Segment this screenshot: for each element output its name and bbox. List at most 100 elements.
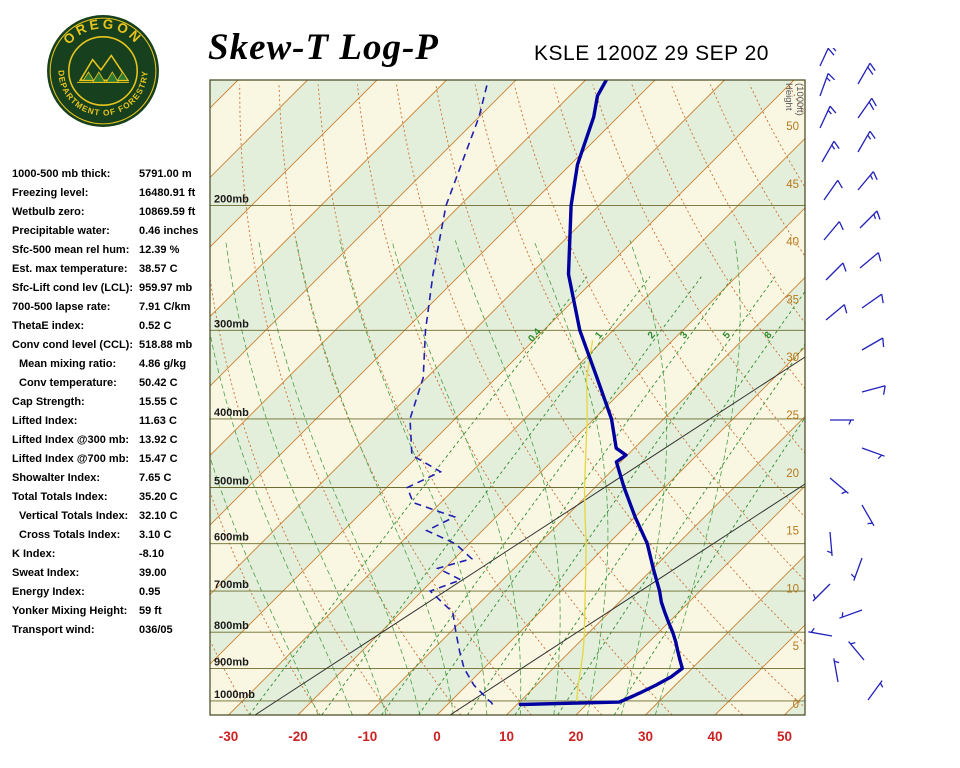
wind-barb — [826, 531, 833, 556]
temp-axis-label: -20 — [288, 729, 308, 744]
index-label: Precipitable water: — [12, 225, 110, 237]
reference-lines — [254, 356, 805, 715]
index-row: Cap Strength: 15.55 C — [12, 396, 206, 415]
pressure-label: 200mb — [214, 194, 249, 206]
index-row: Vertical Totals Index: 32.10 C — [12, 510, 206, 529]
index-row: Lifted Index: 11.63 C — [12, 415, 206, 434]
index-row: 700-500 lapse rate: 7.91 C/km — [12, 301, 206, 320]
index-row: Est. max temperature: 38.57 C — [12, 263, 206, 282]
index-value: 10869.59 ft — [139, 206, 196, 218]
index-row: Conv temperature: 50.42 C — [12, 377, 206, 396]
pressure-label: 900mb — [214, 656, 249, 668]
index-row: Transport wind: 036/05 — [12, 624, 206, 643]
index-value: 39.00 — [139, 567, 167, 579]
wind-barb — [861, 293, 884, 309]
wind-barb — [859, 252, 882, 269]
index-row: Precipitable water: 0.46 inches — [12, 225, 206, 244]
height-label: 45 — [786, 179, 799, 191]
pressure-label: 600mb — [214, 532, 249, 544]
mixing-ratio-lines — [248, 276, 805, 715]
index-label: 700-500 lapse rate: — [12, 301, 111, 313]
index-label: Mean mixing ratio: — [19, 358, 117, 370]
wind-barb — [839, 609, 863, 619]
temp-axis-label: 30 — [638, 729, 653, 744]
wind-barb — [857, 171, 878, 191]
index-value: 0.46 inches — [139, 225, 199, 237]
index-label: Lifted Index: — [12, 415, 78, 427]
index-row: ThetaE index: 0.52 C — [12, 320, 206, 339]
index-value: 59 ft — [139, 605, 162, 617]
index-value: 16480.91 ft — [139, 187, 196, 199]
height-label: 0 — [793, 699, 799, 711]
wind-barb — [825, 304, 848, 321]
wind-barb — [859, 210, 881, 229]
dewpoint-curve — [406, 80, 494, 705]
height-label: 25 — [786, 410, 799, 422]
height-label: 30 — [786, 352, 799, 364]
mixing-ratio-labels: 0.4 1 2 3 5 8 — [526, 326, 774, 344]
temp-axis-label: 50 — [777, 729, 792, 744]
pressure-label: 1000mb — [214, 689, 255, 701]
page-title: Skew-T Log-P — [208, 27, 439, 68]
index-value: 15.55 C — [139, 396, 178, 408]
index-label: K Index: — [12, 548, 56, 560]
index-row: 1000-500 mb thick: 5791.00 m — [12, 168, 206, 187]
temperature-bands — [210, 80, 805, 715]
index-value: 0.52 C — [139, 320, 172, 332]
index-label: Energy Index: — [12, 586, 85, 598]
index-value: 32.10 C — [139, 510, 178, 522]
indices-panel: 1000-500 mb thick: 5791.00 m Freezing leve… — [12, 168, 206, 643]
temp-axis-labels: -30 -20 -10 0 10 20 30 40 50 — [219, 729, 792, 744]
index-label: Freezing level: — [12, 187, 89, 199]
mixing-ratio-label: 8 — [762, 330, 774, 342]
height-label: 50 — [786, 121, 799, 133]
index-label: Wetbulb zero: — [12, 206, 85, 218]
wind-barb — [829, 477, 849, 495]
height-axis-title: (1000ft) — [794, 83, 805, 116]
wind-barb — [812, 583, 831, 602]
station-datetime: KSLE 1200Z 29 SEP 20 — [534, 42, 769, 65]
index-value: 38.57 C — [139, 263, 178, 275]
wind-barb — [857, 97, 877, 119]
pressure-lines — [210, 205, 805, 702]
index-value: 036/05 — [139, 624, 173, 636]
index-label: Sfc-Lift cond lev (LCL): — [12, 282, 133, 294]
index-row: Lifted Index @700 mb: 15.47 C — [12, 453, 206, 472]
wind-barb — [848, 641, 865, 661]
parcel-curve — [575, 340, 594, 704]
index-row: Freezing level: 16480.91 ft — [12, 187, 206, 206]
pressure-labels: 200mb 300mb 400mb 500mb 600mb 700mb 800mb 900mb… — [214, 194, 255, 701]
index-value: 4.86 g/kg — [139, 358, 187, 370]
index-row: Sfc-500 mean rel hum: 12.39 % — [12, 244, 206, 263]
moist-adiabat-lines — [210, 240, 741, 715]
wind-barb — [861, 337, 885, 351]
index-label: Est. max temperature: — [12, 263, 128, 275]
temp-axis-label: 0 — [433, 729, 441, 744]
wind-barb — [857, 130, 876, 153]
index-label: Cap Strength: — [12, 396, 85, 408]
pressure-label: 500mb — [214, 476, 249, 488]
temperature-curve — [518, 80, 684, 707]
plot-border — [209, 79, 806, 716]
index-label: 1000-500 mb thick: — [12, 168, 111, 180]
wind-barb — [857, 62, 876, 85]
wind-barb — [823, 221, 844, 241]
logo-ring — [49, 17, 157, 125]
index-value: 7.65 C — [139, 472, 172, 484]
index-label: Showalter Index: — [12, 472, 101, 484]
index-value: 5791.00 m — [139, 168, 192, 180]
index-value: 13.92 C — [139, 434, 178, 446]
temp-axis-label: -10 — [358, 729, 378, 744]
index-label: Conv temperature: — [19, 377, 117, 389]
wind-barb — [861, 504, 875, 527]
logo-trees-icon — [82, 71, 129, 83]
logo-inner-circle — [68, 36, 138, 106]
index-label: Sfc-500 mean rel hum: — [12, 244, 130, 256]
wind-barb-column — [808, 48, 886, 701]
wind-barb — [819, 105, 837, 129]
index-value: 959.97 mb — [139, 282, 193, 294]
index-label: Yonker Mixing Height: — [12, 605, 128, 617]
index-row: Mean mixing ratio: 4.86 g/kg — [12, 358, 206, 377]
index-row: Sfc-Lift cond lev (LCL): 959.97 mb — [12, 282, 206, 301]
